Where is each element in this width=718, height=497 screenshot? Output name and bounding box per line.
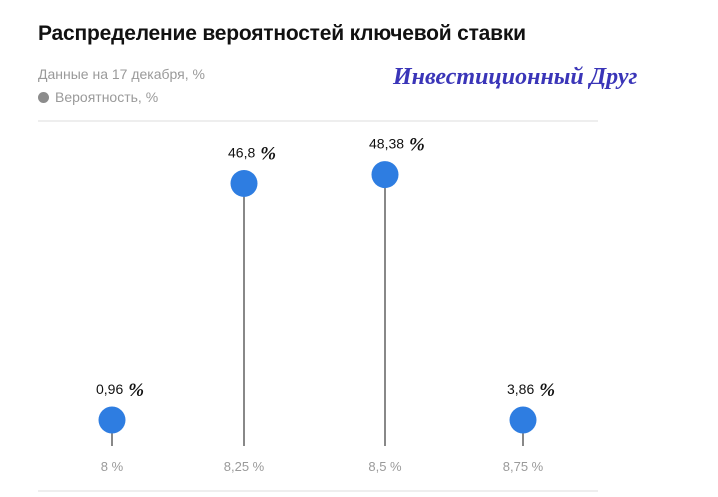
data-label: 0,96 — [96, 381, 123, 397]
data-point — [509, 406, 537, 434]
data-point — [371, 161, 399, 189]
data-label-unit: % — [128, 380, 144, 401]
watermark: Инвестиционный Друг — [393, 64, 638, 90]
data-point — [230, 169, 258, 197]
x-tick-label: 8,5 % — [368, 459, 402, 474]
data-label: 46,8 — [228, 144, 255, 160]
chart-title: Распределение вероятностей ключевой став… — [38, 22, 526, 45]
data-point — [98, 406, 126, 434]
data-label-unit: % — [409, 135, 425, 156]
data-label-unit: % — [539, 380, 555, 401]
data-label-unit: % — [260, 143, 276, 164]
x-tick-label: 8 % — [101, 459, 124, 474]
legend: Вероятность, % — [38, 89, 158, 105]
legend-label: Вероятность, % — [55, 89, 159, 105]
data-label: 3,86 — [507, 381, 534, 397]
x-tick-label: 8,75 % — [503, 459, 544, 474]
data-label: 48,38 — [369, 136, 404, 152]
legend-dot-icon — [38, 91, 49, 103]
chart-subtitle: Данные на 17 декабря, % — [38, 66, 205, 82]
x-tick-label: 8,25 % — [224, 459, 265, 474]
